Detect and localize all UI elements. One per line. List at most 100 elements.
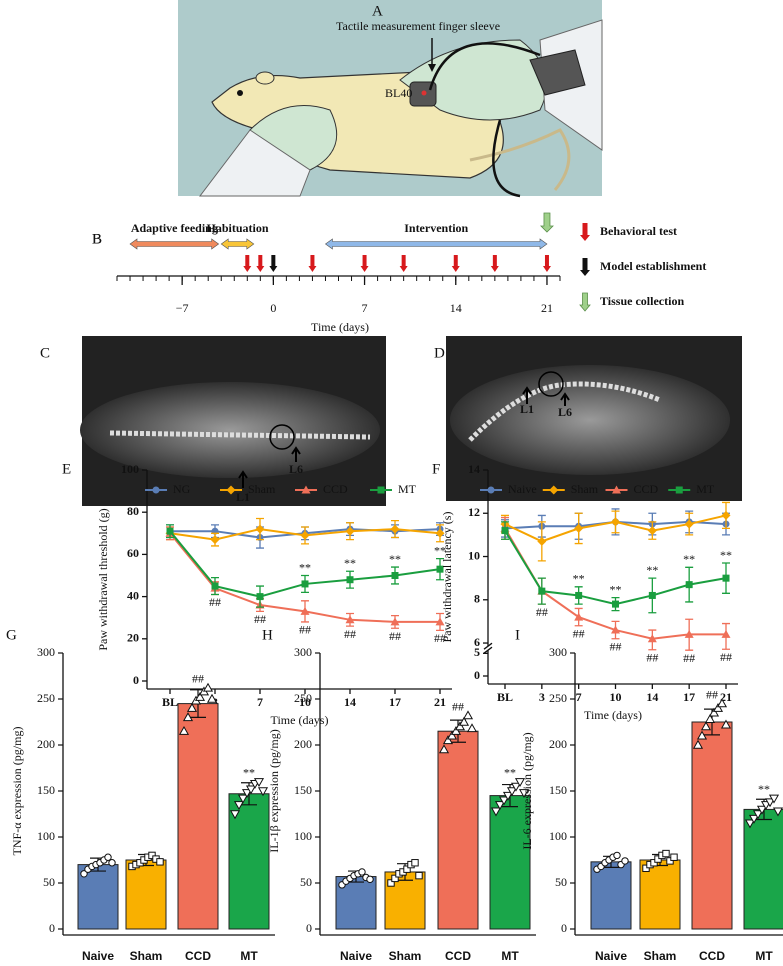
marker	[611, 625, 620, 634]
marker	[390, 617, 400, 626]
marker	[648, 591, 656, 599]
bar	[691, 721, 733, 930]
data-point	[442, 735, 454, 745]
significance: **	[610, 582, 622, 596]
significance: ##	[646, 650, 658, 664]
data-point	[438, 744, 450, 754]
x-axis-label: Time (days)	[311, 320, 369, 334]
data-point	[756, 805, 768, 815]
data-point	[446, 730, 458, 740]
y-axis-label: TNF-α expression (pg/mg)	[10, 727, 24, 856]
phase-arrow	[324, 238, 548, 250]
data-point	[772, 807, 783, 817]
vertebra-label: L6	[289, 462, 303, 476]
data-point	[696, 730, 708, 740]
legend-arrow	[580, 258, 590, 276]
significance: ##	[720, 650, 732, 664]
marker	[226, 485, 236, 495]
event-arrow	[308, 255, 317, 272]
y-tick-label: 200	[549, 737, 567, 751]
legend-label: Tissue collection	[600, 294, 684, 308]
marker	[612, 600, 619, 608]
legend-label: Model establishment	[600, 259, 706, 273]
data-point	[712, 702, 724, 712]
y-tick-label: 300	[37, 645, 55, 659]
y-tick-label: 100	[294, 829, 312, 843]
data-point	[514, 778, 526, 788]
x-tick-label: 14	[344, 695, 356, 709]
data-point	[692, 739, 704, 749]
legend-label: Naive	[508, 482, 537, 496]
x-axis-label: Time (days)	[271, 713, 329, 727]
y-tick-label: 250	[294, 691, 312, 705]
x-tick-label: CCD	[445, 949, 471, 963]
data-point	[156, 858, 164, 866]
marker	[538, 587, 546, 595]
x-tick-label: Naive	[595, 949, 627, 963]
data-point	[748, 814, 760, 824]
significance: **	[434, 543, 446, 557]
x-tick-label: Sham	[644, 949, 677, 963]
data-point	[458, 716, 470, 726]
phase-label: Habituation	[207, 221, 269, 235]
significance: ##	[254, 612, 266, 626]
y-tick-label: 60	[127, 546, 139, 560]
data-point	[670, 853, 678, 861]
significance: **	[758, 782, 770, 796]
x-tick-label: 10	[610, 690, 622, 704]
event-arrow	[451, 255, 460, 272]
rat-tail	[469, 128, 571, 191]
y-axis-label: IL-6 expression (pg/mg)	[520, 732, 534, 849]
y-tick-label: 200	[37, 737, 55, 751]
significance: ##	[389, 629, 401, 643]
data-point	[716, 698, 728, 708]
data-point	[768, 794, 780, 804]
y-tick-label: 150	[294, 783, 312, 797]
significance: ##	[536, 605, 548, 619]
y-tick-label: 250	[37, 691, 55, 705]
spine	[468, 381, 661, 442]
event-arrow	[243, 255, 252, 272]
data-point	[403, 865, 411, 873]
data-point	[257, 787, 269, 797]
data-point	[518, 789, 530, 799]
vertebra-label: L6	[558, 405, 572, 419]
data-point	[194, 691, 206, 701]
marker	[301, 580, 309, 588]
data-point	[744, 819, 756, 829]
y-axis-label: Paw withdrawal latency (s)	[440, 512, 454, 643]
x-tick-label: BL	[162, 695, 178, 709]
event-arrow	[256, 255, 265, 272]
x-tick-label: Naive	[340, 949, 372, 963]
panel-label: B	[92, 231, 102, 247]
data-point	[233, 801, 245, 811]
panel-label: A	[372, 3, 383, 19]
event-arrow	[269, 255, 278, 272]
panel-label: G	[6, 627, 17, 643]
legend-label: Sham	[248, 482, 276, 496]
y-tick-label: 12	[468, 505, 480, 519]
marker	[345, 526, 355, 536]
significance: ##	[683, 651, 695, 665]
y-tick-label: 40	[127, 588, 139, 602]
legend-label: Behavioral test	[600, 224, 677, 238]
x-tick-label: MT	[501, 949, 519, 963]
marker	[647, 634, 657, 643]
data-point	[764, 798, 776, 808]
panel-label: D	[434, 345, 445, 361]
x-tick-label: BL	[497, 690, 513, 704]
data-point	[494, 801, 506, 811]
y-tick-label: 0	[306, 921, 312, 935]
x-tick-label: MT	[240, 949, 258, 963]
x-tick-label: CCD	[699, 949, 725, 963]
marker	[575, 591, 583, 599]
y-tick-label: 100	[121, 462, 139, 476]
data-point	[466, 723, 478, 733]
legend-label: CCD	[634, 482, 659, 496]
data-point	[411, 859, 419, 867]
marker	[435, 617, 445, 626]
data-point	[450, 725, 462, 735]
marker	[574, 612, 584, 621]
circle-mark	[538, 371, 564, 397]
x-tick-label: 21	[541, 301, 553, 315]
